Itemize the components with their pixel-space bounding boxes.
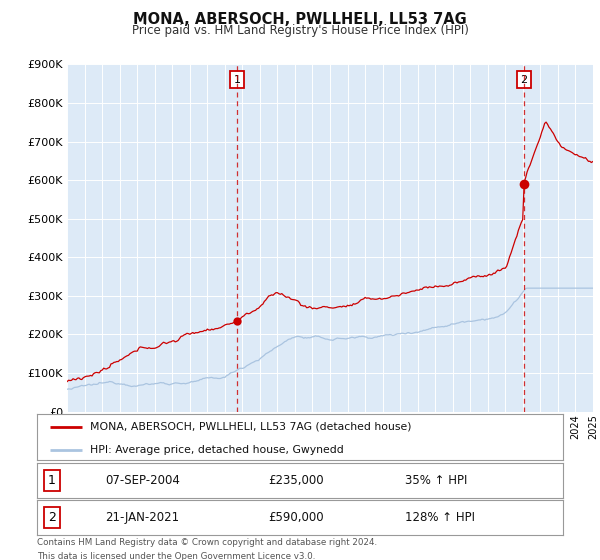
Text: 1: 1 xyxy=(48,474,56,487)
Text: Contains HM Land Registry data © Crown copyright and database right 2024.: Contains HM Land Registry data © Crown c… xyxy=(37,538,377,547)
Text: £590,000: £590,000 xyxy=(268,511,324,524)
Text: MONA, ABERSOCH, PWLLHELI, LL53 7AG (detached house): MONA, ABERSOCH, PWLLHELI, LL53 7AG (deta… xyxy=(90,422,411,432)
Text: 1: 1 xyxy=(233,75,241,85)
Text: 2: 2 xyxy=(520,75,527,85)
Text: Price paid vs. HM Land Registry's House Price Index (HPI): Price paid vs. HM Land Registry's House … xyxy=(131,24,469,36)
Text: 2: 2 xyxy=(48,511,56,524)
Text: 128% ↑ HPI: 128% ↑ HPI xyxy=(405,511,475,524)
Text: This data is licensed under the Open Government Licence v3.0.: This data is licensed under the Open Gov… xyxy=(37,552,316,560)
Text: HPI: Average price, detached house, Gwynedd: HPI: Average price, detached house, Gwyn… xyxy=(90,445,344,455)
Text: 07-SEP-2004: 07-SEP-2004 xyxy=(106,474,181,487)
Text: 35% ↑ HPI: 35% ↑ HPI xyxy=(405,474,467,487)
Text: 21-JAN-2021: 21-JAN-2021 xyxy=(106,511,179,524)
Text: MONA, ABERSOCH, PWLLHELI, LL53 7AG: MONA, ABERSOCH, PWLLHELI, LL53 7AG xyxy=(133,12,467,27)
Text: £235,000: £235,000 xyxy=(268,474,324,487)
